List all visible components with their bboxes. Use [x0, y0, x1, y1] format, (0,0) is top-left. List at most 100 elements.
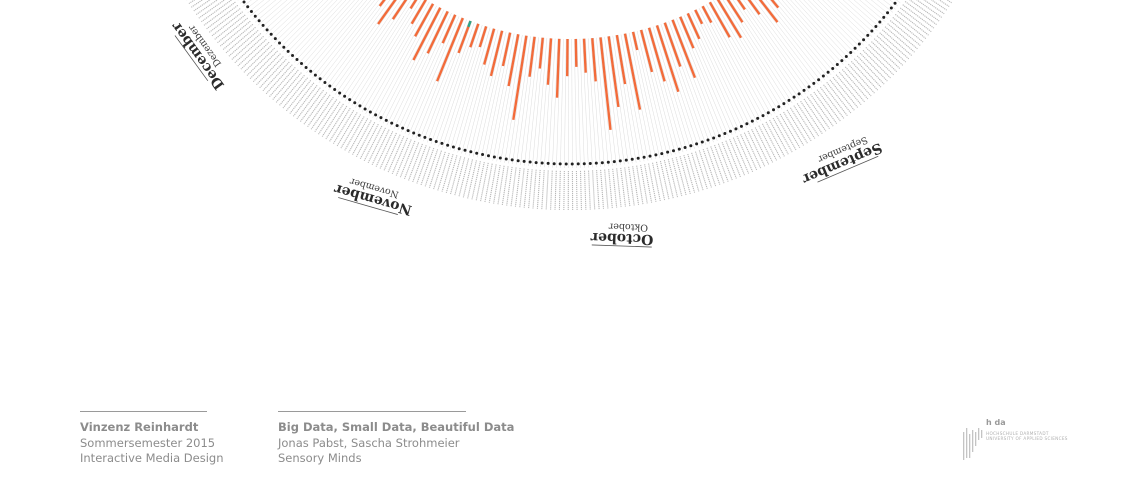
spoke-line: [693, 10, 751, 127]
spoke-line: [626, 33, 653, 160]
spoke-line: [754, 0, 819, 85]
spoke-line: [623, 33, 649, 161]
spoke-line: [686, 13, 740, 132]
ring-dot: [516, 159, 520, 163]
day-label: [217, 17, 249, 44]
day-label: [776, 115, 797, 151]
ring-dot: [249, 10, 253, 14]
day-label: [751, 129, 770, 165]
spoke-line: [710, 1, 776, 114]
spoke-line: [442, 25, 483, 148]
day-label: [228, 29, 259, 57]
spoke-line: [404, 15, 457, 134]
ring-dot: [594, 161, 598, 165]
ring-dot: [835, 63, 839, 67]
day-label: [683, 154, 696, 193]
data-bar: [489, 30, 504, 77]
ring-dot: [242, 0, 246, 4]
day-label: [408, 143, 423, 181]
spoke-line: [419, 19, 467, 140]
spoke-line: [644, 28, 680, 154]
day-label: [292, 84, 318, 117]
spoke-line: [681, 16, 733, 135]
ring-dot: [564, 162, 568, 166]
ring-dot: [379, 116, 383, 120]
day-label: [545, 170, 549, 210]
ring-dot: [671, 149, 675, 153]
spoke-line: [668, 21, 714, 143]
data-bar: [546, 38, 553, 85]
spoke-line: [255, 0, 282, 23]
day-label: [835, 74, 862, 106]
ring-dot: [802, 88, 806, 92]
spoke-line: [683, 15, 737, 134]
footer-course: Big Data, Small Data, Beautiful Data Jon…: [278, 411, 515, 467]
spoke-line: [300, 0, 360, 68]
day-label: [761, 123, 781, 159]
day-label: [916, 0, 943, 18]
month-label-november: November November: [332, 175, 414, 218]
day-label: [856, 55, 885, 85]
spoke-line: [262, 0, 299, 32]
ring-dot: [353, 101, 357, 105]
spoke-line: [853, 0, 883, 25]
spoke-line: [484, 32, 512, 160]
day-label: [471, 161, 481, 200]
spoke-line: [461, 28, 496, 154]
ring-dot: [766, 111, 770, 115]
day-label: [259, 58, 287, 89]
data-bar: [631, 31, 639, 51]
ring-dot: [853, 46, 857, 50]
day-label: [868, 44, 898, 73]
day-label: [462, 159, 474, 198]
ring-dot: [246, 5, 250, 9]
ring-dot: [734, 127, 738, 131]
ring-dot: [648, 154, 652, 158]
day-label: [894, 13, 927, 40]
ring-dot: [309, 69, 313, 73]
spoke-line: [445, 25, 486, 150]
course-title: Big Data, Small Data, Beautiful Data: [278, 420, 515, 434]
day-label: [714, 144, 729, 182]
spoke-line: [488, 33, 515, 160]
day-label: [897, 10, 929, 36]
ring-dot: [492, 155, 496, 159]
day-label: [211, 11, 244, 37]
ring-dot: [817, 78, 821, 82]
spoke-line: [642, 29, 676, 155]
spoke-line: [773, 0, 835, 73]
data-bar: [726, 0, 744, 23]
spoke-line: [348, 0, 415, 104]
spoke-line: [496, 34, 520, 162]
data-bar: [679, 16, 695, 49]
day-label: [816, 89, 841, 122]
day-label: [876, 35, 907, 63]
day-label: [262, 61, 290, 92]
day-label: [201, 0, 233, 23]
day-label: [832, 76, 859, 108]
ring-dot: [582, 162, 586, 166]
day-label: [772, 117, 793, 153]
day-label: [628, 166, 635, 206]
day-label: [493, 164, 501, 204]
spoke-line: [265, 0, 304, 35]
day-label: [289, 82, 315, 114]
hda-title: h da: [986, 418, 1006, 427]
spoke-line: [401, 14, 455, 133]
program: Interactive Media Design: [80, 451, 224, 465]
ring-dot: [807, 85, 811, 89]
spoke-line: [571, 38, 573, 168]
data-bar: [410, 0, 427, 25]
supervisors: Jonas Pabst, Sascha Strohmeier: [278, 435, 460, 450]
day-label: [600, 169, 605, 209]
day-label: [340, 114, 362, 149]
data-bar: [582, 38, 587, 73]
spoke-line: [726, 0, 793, 104]
day-label: [871, 41, 901, 69]
day-label: [403, 142, 420, 180]
spoke-line: [703, 5, 765, 120]
ring-dot: [831, 66, 835, 70]
day-label: [624, 167, 631, 207]
day-label: [445, 155, 458, 194]
